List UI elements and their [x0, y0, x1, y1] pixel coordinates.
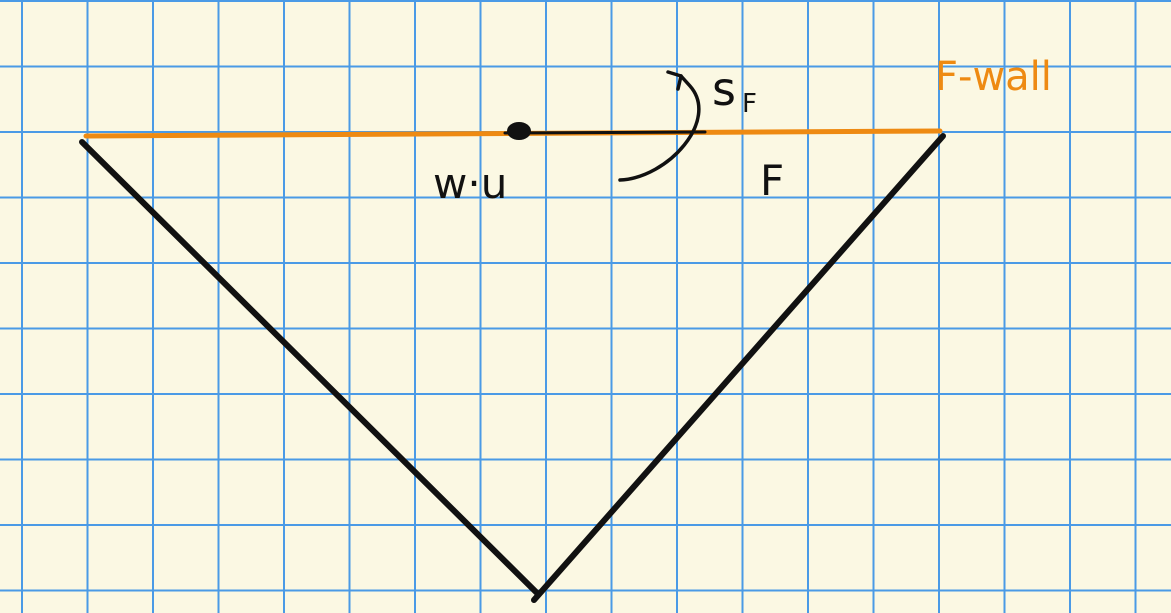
point-label: w·u: [433, 159, 507, 208]
reflection-label: s: [712, 62, 736, 116]
triangle-right-side: [531, 133, 946, 603]
face-label: F: [760, 156, 784, 205]
wall-segment-highlight: [503, 130, 707, 135]
reflection-subscript: F: [742, 89, 757, 119]
triangle-left-side: [79, 139, 540, 596]
wall-label: F-wall: [935, 54, 1052, 100]
point-marker: [507, 122, 531, 140]
reflection-arrow: [618, 74, 701, 182]
reflection-arrowhead: [666, 70, 683, 91]
